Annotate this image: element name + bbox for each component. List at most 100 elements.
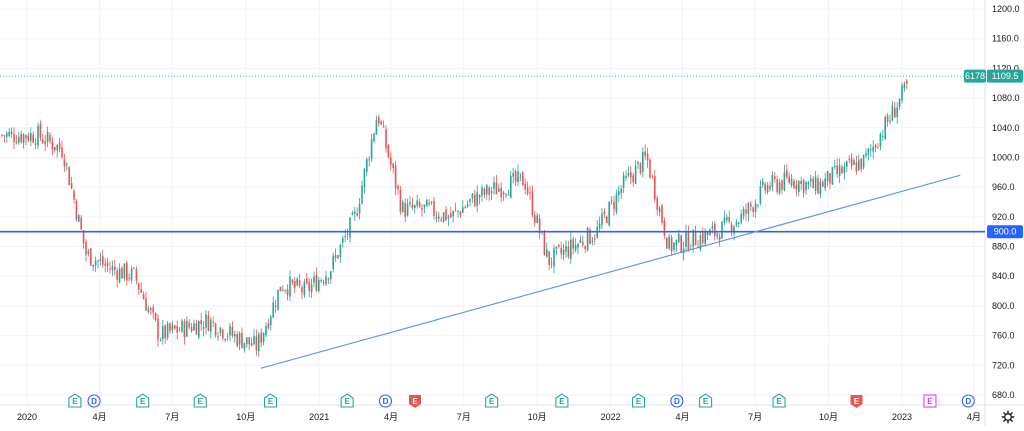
candle-body xyxy=(447,216,450,219)
candle-body xyxy=(234,334,236,337)
candle-body xyxy=(75,200,78,220)
candle-body xyxy=(301,287,303,293)
candle-body xyxy=(651,175,654,177)
dividend-marker[interactable]: D xyxy=(670,394,684,408)
candle-body xyxy=(298,279,301,286)
candle-body xyxy=(229,325,231,336)
candle-body xyxy=(579,240,582,243)
candle-body xyxy=(272,302,274,318)
price-tags: 6178 1109.5 900.0 xyxy=(964,69,1023,239)
dividend-marker[interactable]: D xyxy=(87,394,101,408)
candle-body xyxy=(54,146,56,151)
candle-body xyxy=(267,323,270,328)
candle-body xyxy=(793,180,795,188)
candle-body xyxy=(322,281,325,283)
y-tick-label: 680.0 xyxy=(992,390,1015,400)
candle-body xyxy=(778,182,781,194)
event-letter: E xyxy=(140,397,146,406)
candle-body xyxy=(687,231,690,251)
candle-body xyxy=(361,185,363,204)
earnings-marker[interactable]: E xyxy=(699,393,713,408)
x-tick-label: 10月 xyxy=(528,412,547,422)
earnings-marker[interactable]: E xyxy=(631,393,646,408)
candle-body xyxy=(769,185,771,190)
candle-body xyxy=(896,107,898,118)
y-tick-label: 920.0 xyxy=(992,212,1015,222)
candle-body xyxy=(226,336,229,338)
event-letter: D xyxy=(383,397,389,406)
earnings-badge xyxy=(772,393,786,408)
candle-body xyxy=(822,181,824,187)
candle-body xyxy=(416,200,418,206)
candle-body xyxy=(44,141,46,145)
earnings-marker[interactable]: E xyxy=(263,393,278,408)
candle-body xyxy=(560,248,562,254)
candle-body xyxy=(426,199,428,207)
candle-body xyxy=(315,274,318,291)
candle-body xyxy=(514,171,517,182)
candle-body xyxy=(438,216,440,219)
candle-body xyxy=(543,230,546,256)
candle-body xyxy=(728,217,730,222)
candle-body xyxy=(898,98,901,107)
dividend-marker[interactable]: D xyxy=(961,394,975,408)
candle-body xyxy=(15,142,18,144)
y-tick-label: 1080.0 xyxy=(992,93,1020,103)
candles xyxy=(1,78,908,358)
earnings-marker[interactable]: E xyxy=(555,393,569,408)
candle-body xyxy=(399,190,402,213)
candle-body xyxy=(358,203,361,214)
candle-body xyxy=(130,268,133,281)
candle-body xyxy=(483,188,486,195)
candle-body xyxy=(133,267,135,269)
candle-body xyxy=(495,182,498,195)
earnings-badge xyxy=(136,393,150,408)
earnings-marker[interactable]: E xyxy=(485,393,499,408)
earnings-marker[interactable]: E xyxy=(68,393,82,408)
earnings-marker[interactable]: E xyxy=(850,395,863,408)
candle-body xyxy=(598,223,601,229)
event-letter: E xyxy=(72,397,78,406)
candle-body xyxy=(279,286,282,292)
gear-icon[interactable] xyxy=(1001,410,1015,424)
candle-body xyxy=(260,332,262,343)
candle-body xyxy=(306,278,308,284)
candle-body xyxy=(294,281,296,288)
event-letter: D xyxy=(965,397,971,406)
event-letter: D xyxy=(674,397,680,406)
earnings-badge xyxy=(850,395,863,408)
candle-body xyxy=(906,80,908,84)
candle-body xyxy=(231,327,234,336)
candle-body xyxy=(289,276,291,297)
earnings-marker[interactable]: E xyxy=(340,393,354,408)
candle-body xyxy=(123,263,126,279)
candle-body xyxy=(174,325,176,329)
x-tick-label: 2020 xyxy=(17,412,37,422)
candle-body xyxy=(128,277,130,279)
candle-body xyxy=(620,188,622,194)
candle-body xyxy=(474,194,476,206)
candle-body xyxy=(882,136,884,138)
candle-body xyxy=(757,204,759,206)
candle-body xyxy=(610,199,613,201)
candle-body xyxy=(872,146,874,152)
earnings-marker[interactable]: E xyxy=(409,395,422,408)
earnings-badge xyxy=(699,393,713,408)
earnings-marker[interactable]: E xyxy=(136,393,150,408)
time-axis[interactable]: 2020 4月 7月 10月 2021 4月 7月 10月 2022 4月 7月 10月 2023 4月 xyxy=(17,412,981,422)
candle-body xyxy=(481,187,483,196)
candle-body xyxy=(85,241,87,255)
dividend-marker[interactable]: D xyxy=(378,394,393,408)
earnings-marker[interactable]: E xyxy=(772,393,786,408)
candle-body xyxy=(776,179,778,192)
candle-body xyxy=(380,121,382,125)
earnings-marker[interactable]: E xyxy=(923,394,937,408)
candle-body xyxy=(382,126,385,128)
candle-body xyxy=(318,279,320,292)
candle-body xyxy=(752,207,754,212)
price-axis[interactable]: 1200.0 1160.0 1120.0 1080.0 1040.0 1000.0 960.… xyxy=(992,4,1020,400)
earnings-marker[interactable]: E xyxy=(193,393,207,408)
candle-body xyxy=(198,321,200,338)
